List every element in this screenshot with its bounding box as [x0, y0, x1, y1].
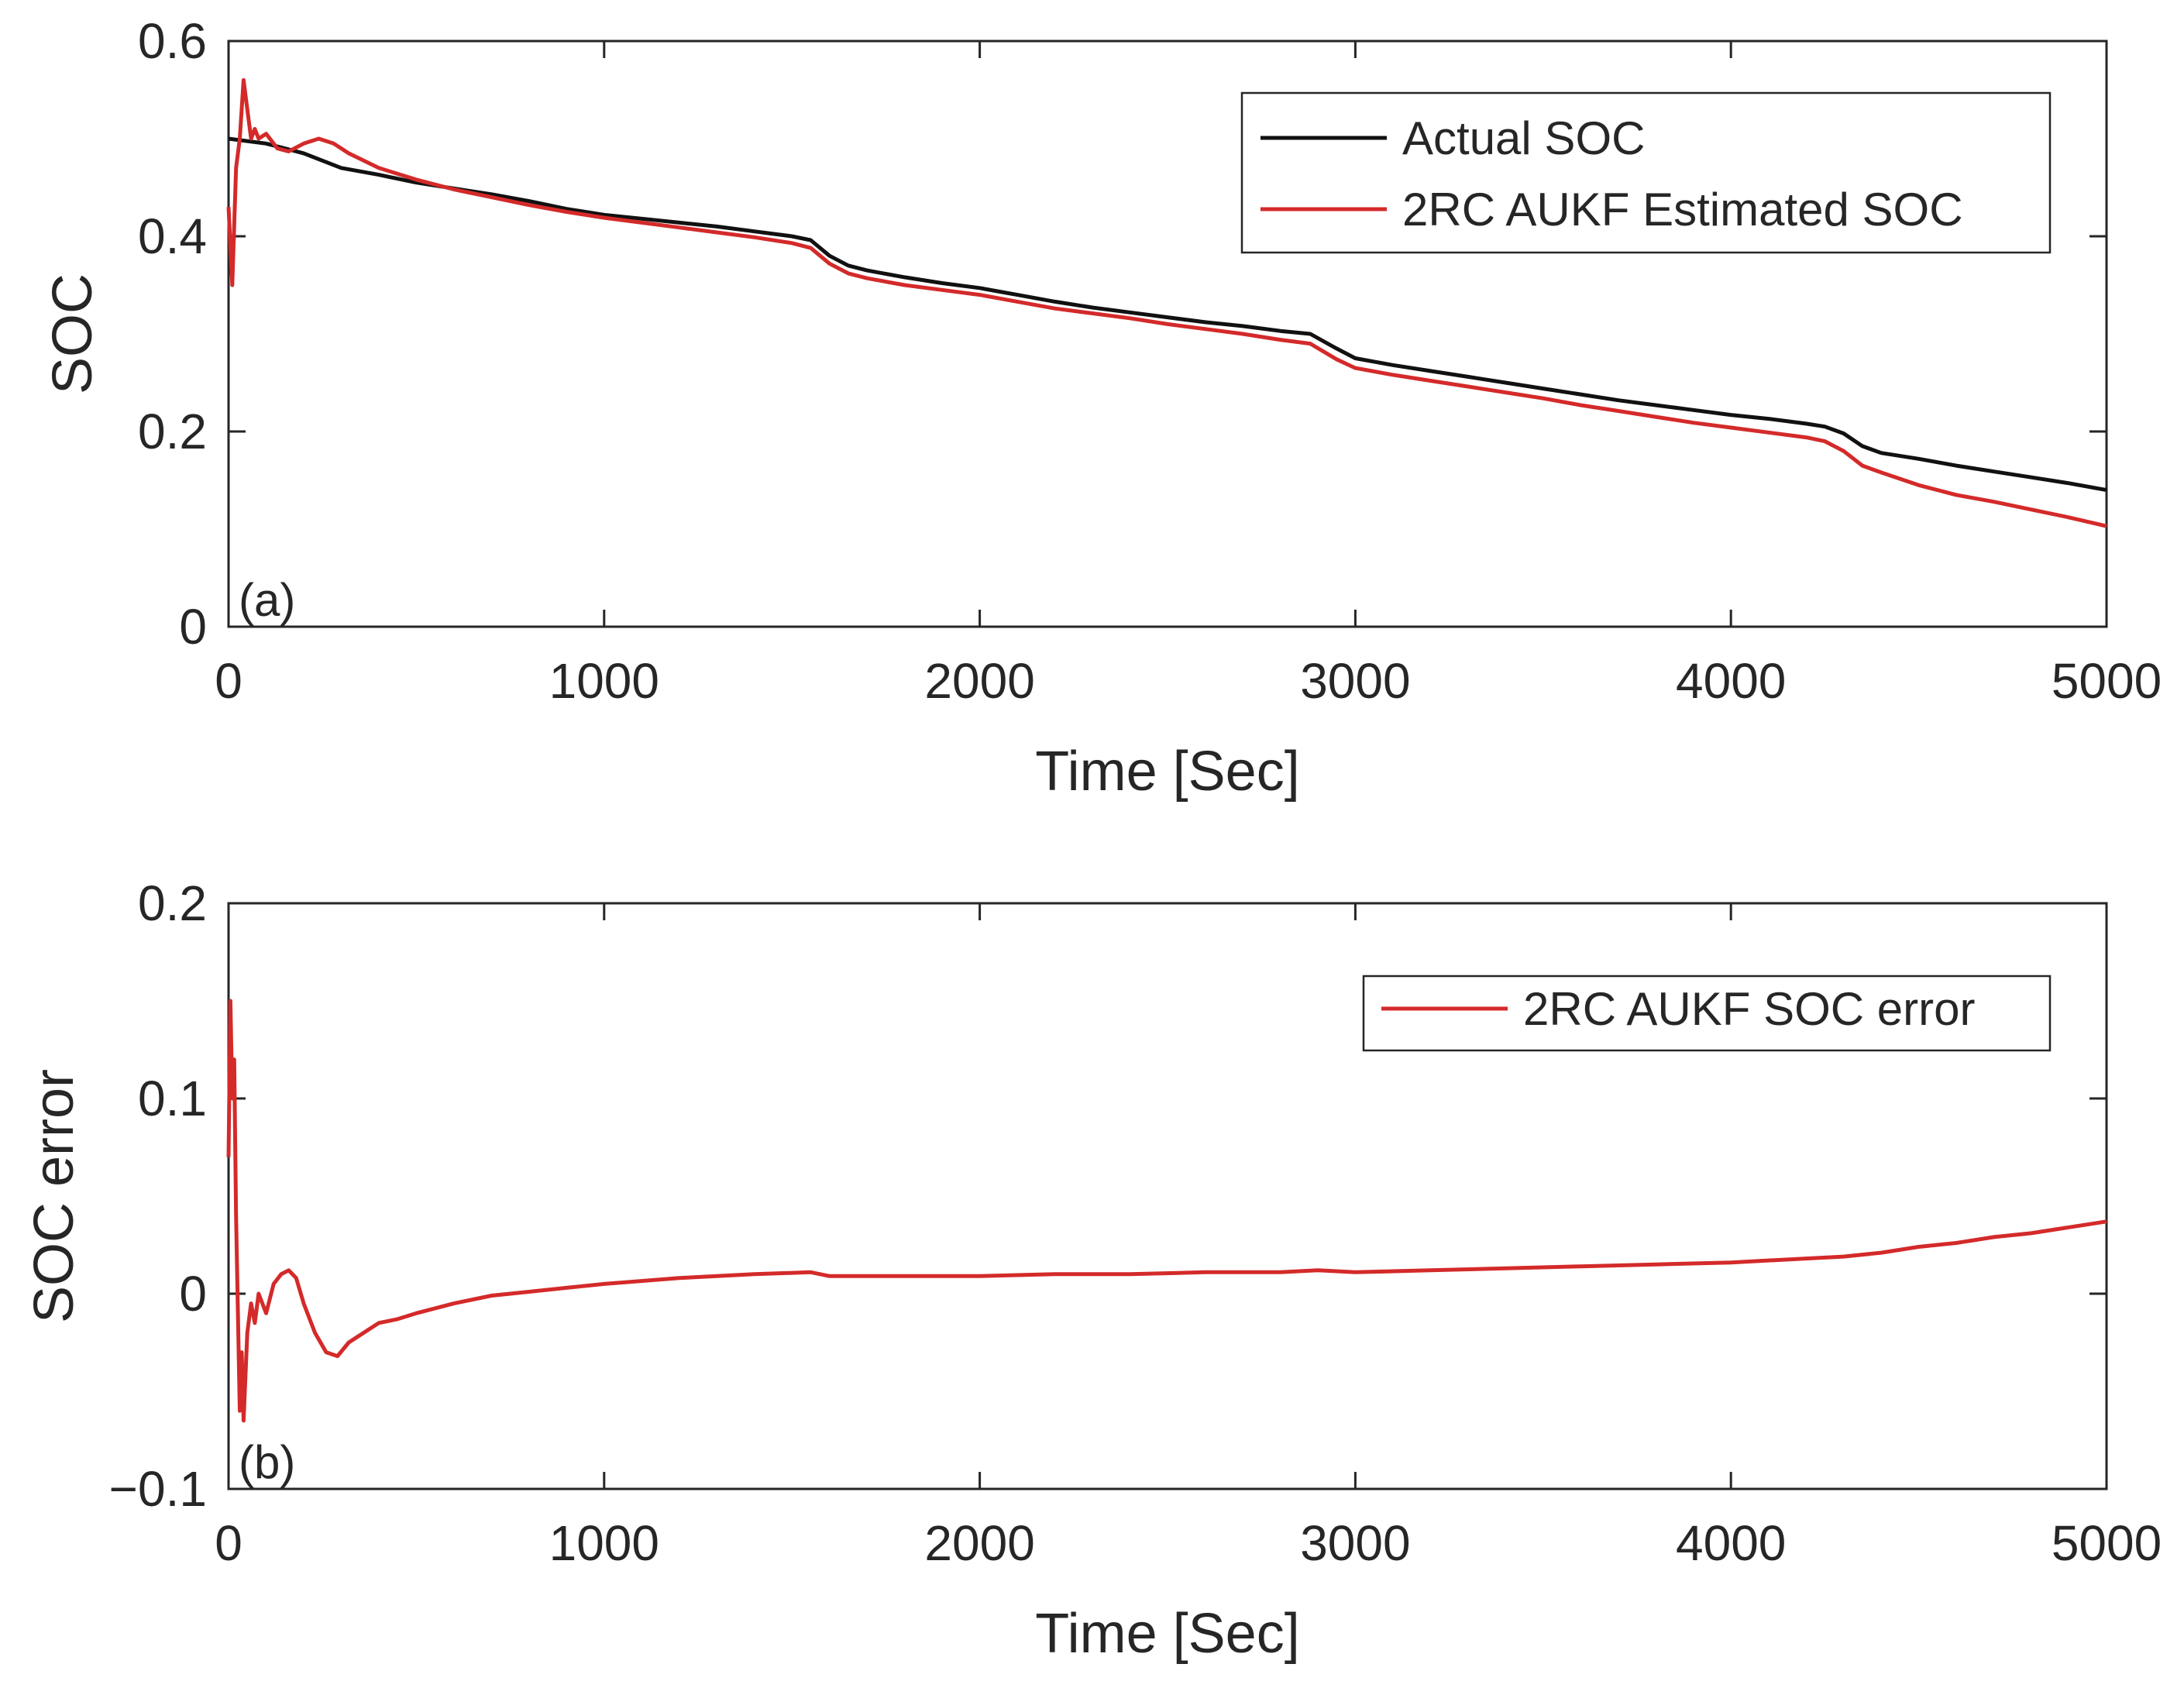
legend-label-error: 2RC AUKF SOC error — [1523, 983, 1975, 1035]
series-line-2rc-aukf-soc-error — [226, 999, 2107, 1423]
x-tick-label: 5000 — [2052, 653, 2162, 709]
y-tick-labels-soc: 0 0.2 0.4 0.6 — [138, 13, 207, 655]
chart-panel-soc: 0 1000 2000 3000 4000 5000 0 0.2 0.4 0.6… — [42, 13, 2162, 803]
series-line-2rc-aukf-estimated-soc — [226, 77, 2107, 528]
y-axis-title-soc-error: SOC error — [23, 1069, 85, 1323]
x-tick-label: 4000 — [1676, 653, 1786, 709]
y-tick-label: 0.6 — [138, 13, 207, 69]
y-tick-label: 0.2 — [138, 875, 207, 931]
legend-label-estimated: 2RC AUKF Estimated SOC — [1402, 184, 1963, 235]
panel-label-b: (b) — [239, 1436, 295, 1488]
plot-frame-soc — [227, 40, 2108, 628]
y-tick-labels-soc-error: −0.1 0 0.1 0.2 — [109, 875, 207, 1517]
legend-soc-error: 2RC AUKF SOC error — [1362, 975, 2052, 1052]
legend-label-actual: Actual SOC — [1402, 112, 1645, 164]
x-tick-label: 1000 — [549, 653, 659, 709]
tick-marks-soc-error — [227, 902, 2108, 1490]
series-line-actual-soc — [228, 136, 2107, 493]
y-tick-label: 0 — [179, 599, 207, 655]
x-tick-label: 3000 — [1300, 653, 1410, 709]
legend-box-soc-error — [1362, 975, 2052, 1052]
x-axis-title-soc-error: Time [Sec] — [1035, 1603, 1299, 1665]
x-tick-label: 1000 — [549, 1515, 659, 1571]
legend-soc: Actual SOC 2RC AUKF Estimated SOC — [1240, 91, 2052, 254]
y-axis-title-soc: SOC — [42, 273, 104, 394]
y-tick-label: 0.4 — [138, 208, 207, 264]
x-tick-labels-soc: 0 1000 2000 3000 4000 5000 — [215, 653, 2162, 709]
chart-panel-soc-error: 0 1000 2000 3000 4000 5000 −0.1 0 0.1 0.… — [23, 875, 2162, 1665]
plot-frame-soc-error — [227, 902, 2108, 1490]
x-axis-title-soc: Time [Sec] — [1035, 741, 1299, 803]
y-tick-label: 0.1 — [138, 1071, 207, 1126]
panel-label-a: (a) — [239, 574, 295, 626]
series-layer-soc — [226, 77, 2107, 528]
x-tick-label: 0 — [215, 653, 242, 709]
y-tick-label: 0 — [179, 1266, 207, 1322]
x-tick-labels-soc-error: 0 1000 2000 3000 4000 5000 — [215, 1515, 2162, 1571]
x-tick-label: 3000 — [1300, 1515, 1410, 1571]
y-tick-label: −0.1 — [109, 1461, 207, 1517]
x-tick-label: 5000 — [2052, 1515, 2162, 1571]
x-tick-label: 4000 — [1676, 1515, 1786, 1571]
x-tick-label: 2000 — [924, 1515, 1034, 1571]
x-tick-label: 2000 — [924, 653, 1034, 709]
series-layer-soc-error — [226, 999, 2107, 1423]
legend-box-soc — [1240, 91, 2052, 254]
y-tick-label: 0.2 — [138, 404, 207, 459]
x-tick-label: 0 — [215, 1515, 242, 1571]
